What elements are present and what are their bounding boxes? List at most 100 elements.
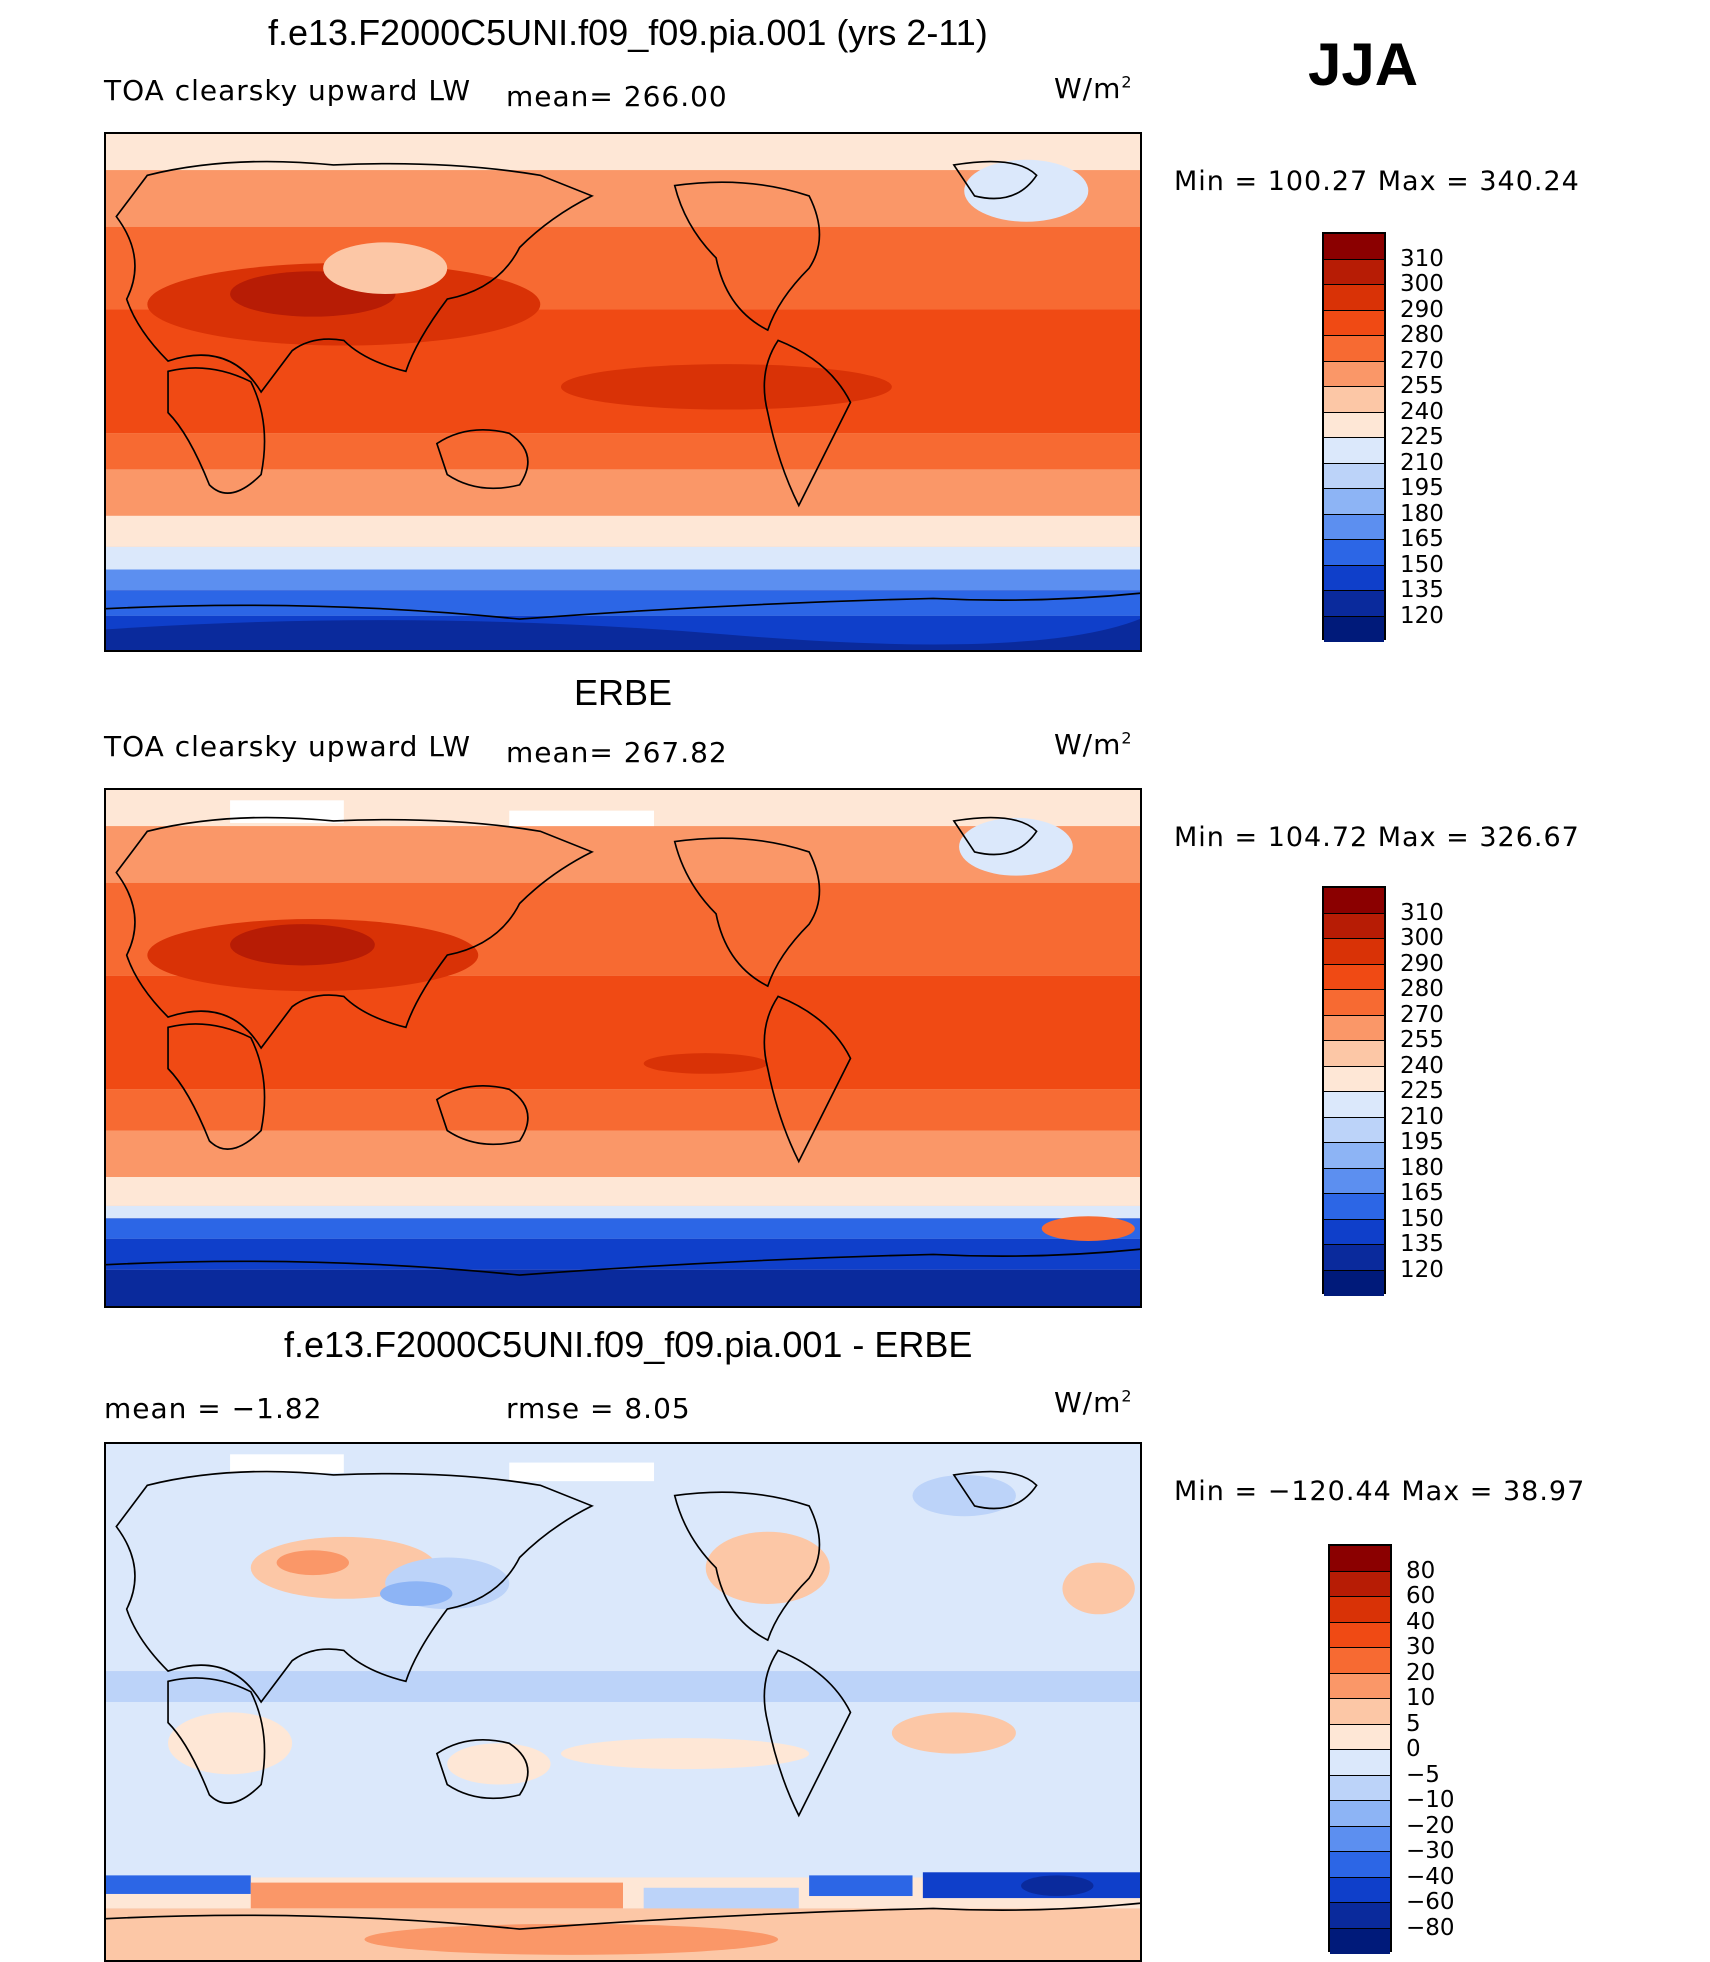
colorbar-tick-label: 210: [1400, 449, 1444, 476]
colorbar-tick-label: 60: [1406, 1583, 1436, 1609]
colorbar-tick-label: −30: [1406, 1838, 1455, 1864]
panel-3-units: W/m2: [1054, 1386, 1133, 1419]
colorbar-segment: [1324, 591, 1384, 617]
colorbar-tick-label: 30: [1406, 1634, 1436, 1660]
colorbar-segment: [1324, 463, 1384, 489]
colorbar-segment: [1324, 1168, 1384, 1194]
panel-3-rmse: rmse = 8.05: [506, 1392, 691, 1425]
colorbar-tick-label: 165: [1400, 1180, 1444, 1206]
colorbar-segment: [1324, 990, 1384, 1016]
colorbar-segment: [1324, 1194, 1384, 1220]
panel-1-units: W/m2: [1054, 72, 1133, 105]
colorbar-segment: [1324, 285, 1384, 311]
panel-2-colorbar: [1322, 886, 1386, 1296]
colorbar-segment: [1330, 1699, 1390, 1725]
colorbar-tick-label: 120: [1400, 602, 1444, 629]
colorbar-tick-label: 180: [1400, 1154, 1444, 1181]
panel-3-minmax: Min = −120.44 Max = 38.97: [1174, 1476, 1586, 1507]
colorbar-tick-label: 270: [1400, 347, 1444, 374]
panel-2-minmax: Min = 104.72 Max = 326.67: [1174, 822, 1580, 853]
colorbar-segment: [1324, 361, 1384, 387]
panel-2-title: ERBE: [574, 672, 673, 713]
panel-2-variable: TOA clearsky upward LW: [104, 730, 472, 763]
colorbar-tick-label: 120: [1400, 1256, 1444, 1283]
colorbar-segment: [1324, 540, 1384, 566]
colorbar-tick-label: 310: [1400, 245, 1444, 272]
colorbar-tick-label: 150: [1400, 551, 1444, 578]
colorbar-tick-label: 300: [1400, 925, 1444, 951]
panel-3-mean: mean = −1.82: [104, 1392, 323, 1425]
colorbar-tick-label: −40: [1406, 1863, 1455, 1890]
colorbar-tick-label: −80: [1406, 1914, 1455, 1941]
panel-1-minmax: Min = 100.27 Max = 340.24: [1174, 166, 1580, 197]
colorbar-tick-label: 255: [1400, 373, 1444, 399]
colorbar-segment: [1330, 1826, 1390, 1852]
colorbar-segment: [1324, 1066, 1384, 1092]
panel-2-units: W/m2: [1054, 728, 1133, 761]
colorbar-segment: [1330, 1928, 1390, 1954]
colorbar-segment: [1330, 1903, 1390, 1929]
colorbar-tick-label: 300: [1400, 271, 1444, 297]
colorbar-segment: [1330, 1597, 1390, 1623]
colorbar-tick-label: −60: [1406, 1889, 1455, 1915]
colorbar-segment: [1330, 1622, 1390, 1648]
colorbar-segment: [1324, 964, 1384, 990]
panel-1-colorbar: [1322, 232, 1386, 642]
colorbar-segment: [1330, 1571, 1390, 1597]
colorbar-segment: [1324, 616, 1384, 642]
colorbar-tick-label: 290: [1400, 296, 1444, 323]
colorbar-segment: [1324, 310, 1384, 336]
colorbar-segment: [1324, 888, 1384, 914]
colorbar-tick-label: 225: [1400, 424, 1444, 450]
colorbar-segment: [1330, 1877, 1390, 1903]
panel-2-mean: mean= 267.82: [506, 736, 728, 769]
colorbar-tick-label: 135: [1400, 1231, 1444, 1257]
colorbar-tick-label: 10: [1406, 1685, 1436, 1711]
colorbar-tick-label: 165: [1400, 526, 1444, 552]
panel-1-variable: TOA clearsky upward LW: [104, 74, 472, 107]
colorbar-segment: [1330, 1775, 1390, 1801]
colorbar-segment: [1324, 259, 1384, 285]
colorbar-segment: [1324, 1143, 1384, 1169]
colorbar-tick-label: 80: [1406, 1557, 1436, 1584]
colorbar-tick-label: 150: [1400, 1205, 1444, 1232]
colorbar-tick-label: 225: [1400, 1078, 1444, 1104]
colorbar-segment: [1330, 1750, 1390, 1776]
season-label: JJA: [1308, 31, 1419, 98]
colorbar-tick-label: −10: [1406, 1787, 1455, 1813]
colorbar-segment: [1324, 514, 1384, 540]
colorbar-segment: [1324, 412, 1384, 438]
colorbar-segment: [1330, 1546, 1390, 1572]
colorbar-segment: [1324, 1219, 1384, 1245]
colorbar-segment: [1324, 234, 1384, 260]
colorbar-tick-label: 5: [1406, 1710, 1421, 1737]
colorbar-tick-label: 195: [1400, 475, 1444, 501]
colorbar-tick-label: 240: [1400, 1052, 1444, 1079]
colorbar-segment: [1324, 1015, 1384, 1041]
colorbar-segment: [1324, 489, 1384, 515]
colorbar-tick-label: 195: [1400, 1129, 1444, 1155]
panel-2-map: [104, 788, 1142, 1308]
colorbar-tick-label: 255: [1400, 1027, 1444, 1053]
colorbar-tick-label: 240: [1400, 398, 1444, 425]
colorbar-tick-label: 270: [1400, 1001, 1444, 1028]
panel-1-title: f.e13.F2000C5UNI.f09_f09.pia.001 (yrs 2-…: [268, 12, 988, 53]
panel-1-map: [104, 132, 1142, 652]
colorbar-tick-label: 20: [1406, 1659, 1436, 1686]
colorbar-tick-label: 290: [1400, 950, 1444, 977]
colorbar-tick-label: −20: [1406, 1812, 1455, 1839]
colorbar-segment: [1324, 438, 1384, 464]
colorbar-segment: [1324, 1041, 1384, 1067]
colorbar-tick-label: 210: [1400, 1103, 1444, 1130]
colorbar-segment: [1324, 913, 1384, 939]
colorbar-segment: [1324, 387, 1384, 413]
colorbar-segment: [1324, 1270, 1384, 1296]
colorbar-tick-label: −5: [1406, 1761, 1440, 1788]
panel-1-mean: mean= 266.00: [506, 80, 728, 113]
colorbar-tick-label: 280: [1400, 976, 1444, 1002]
colorbar-tick-label: 0: [1406, 1736, 1421, 1762]
colorbar-segment: [1330, 1852, 1390, 1878]
colorbar-segment: [1324, 336, 1384, 362]
colorbar-segment: [1324, 939, 1384, 965]
colorbar-tick-label: 180: [1400, 500, 1444, 527]
